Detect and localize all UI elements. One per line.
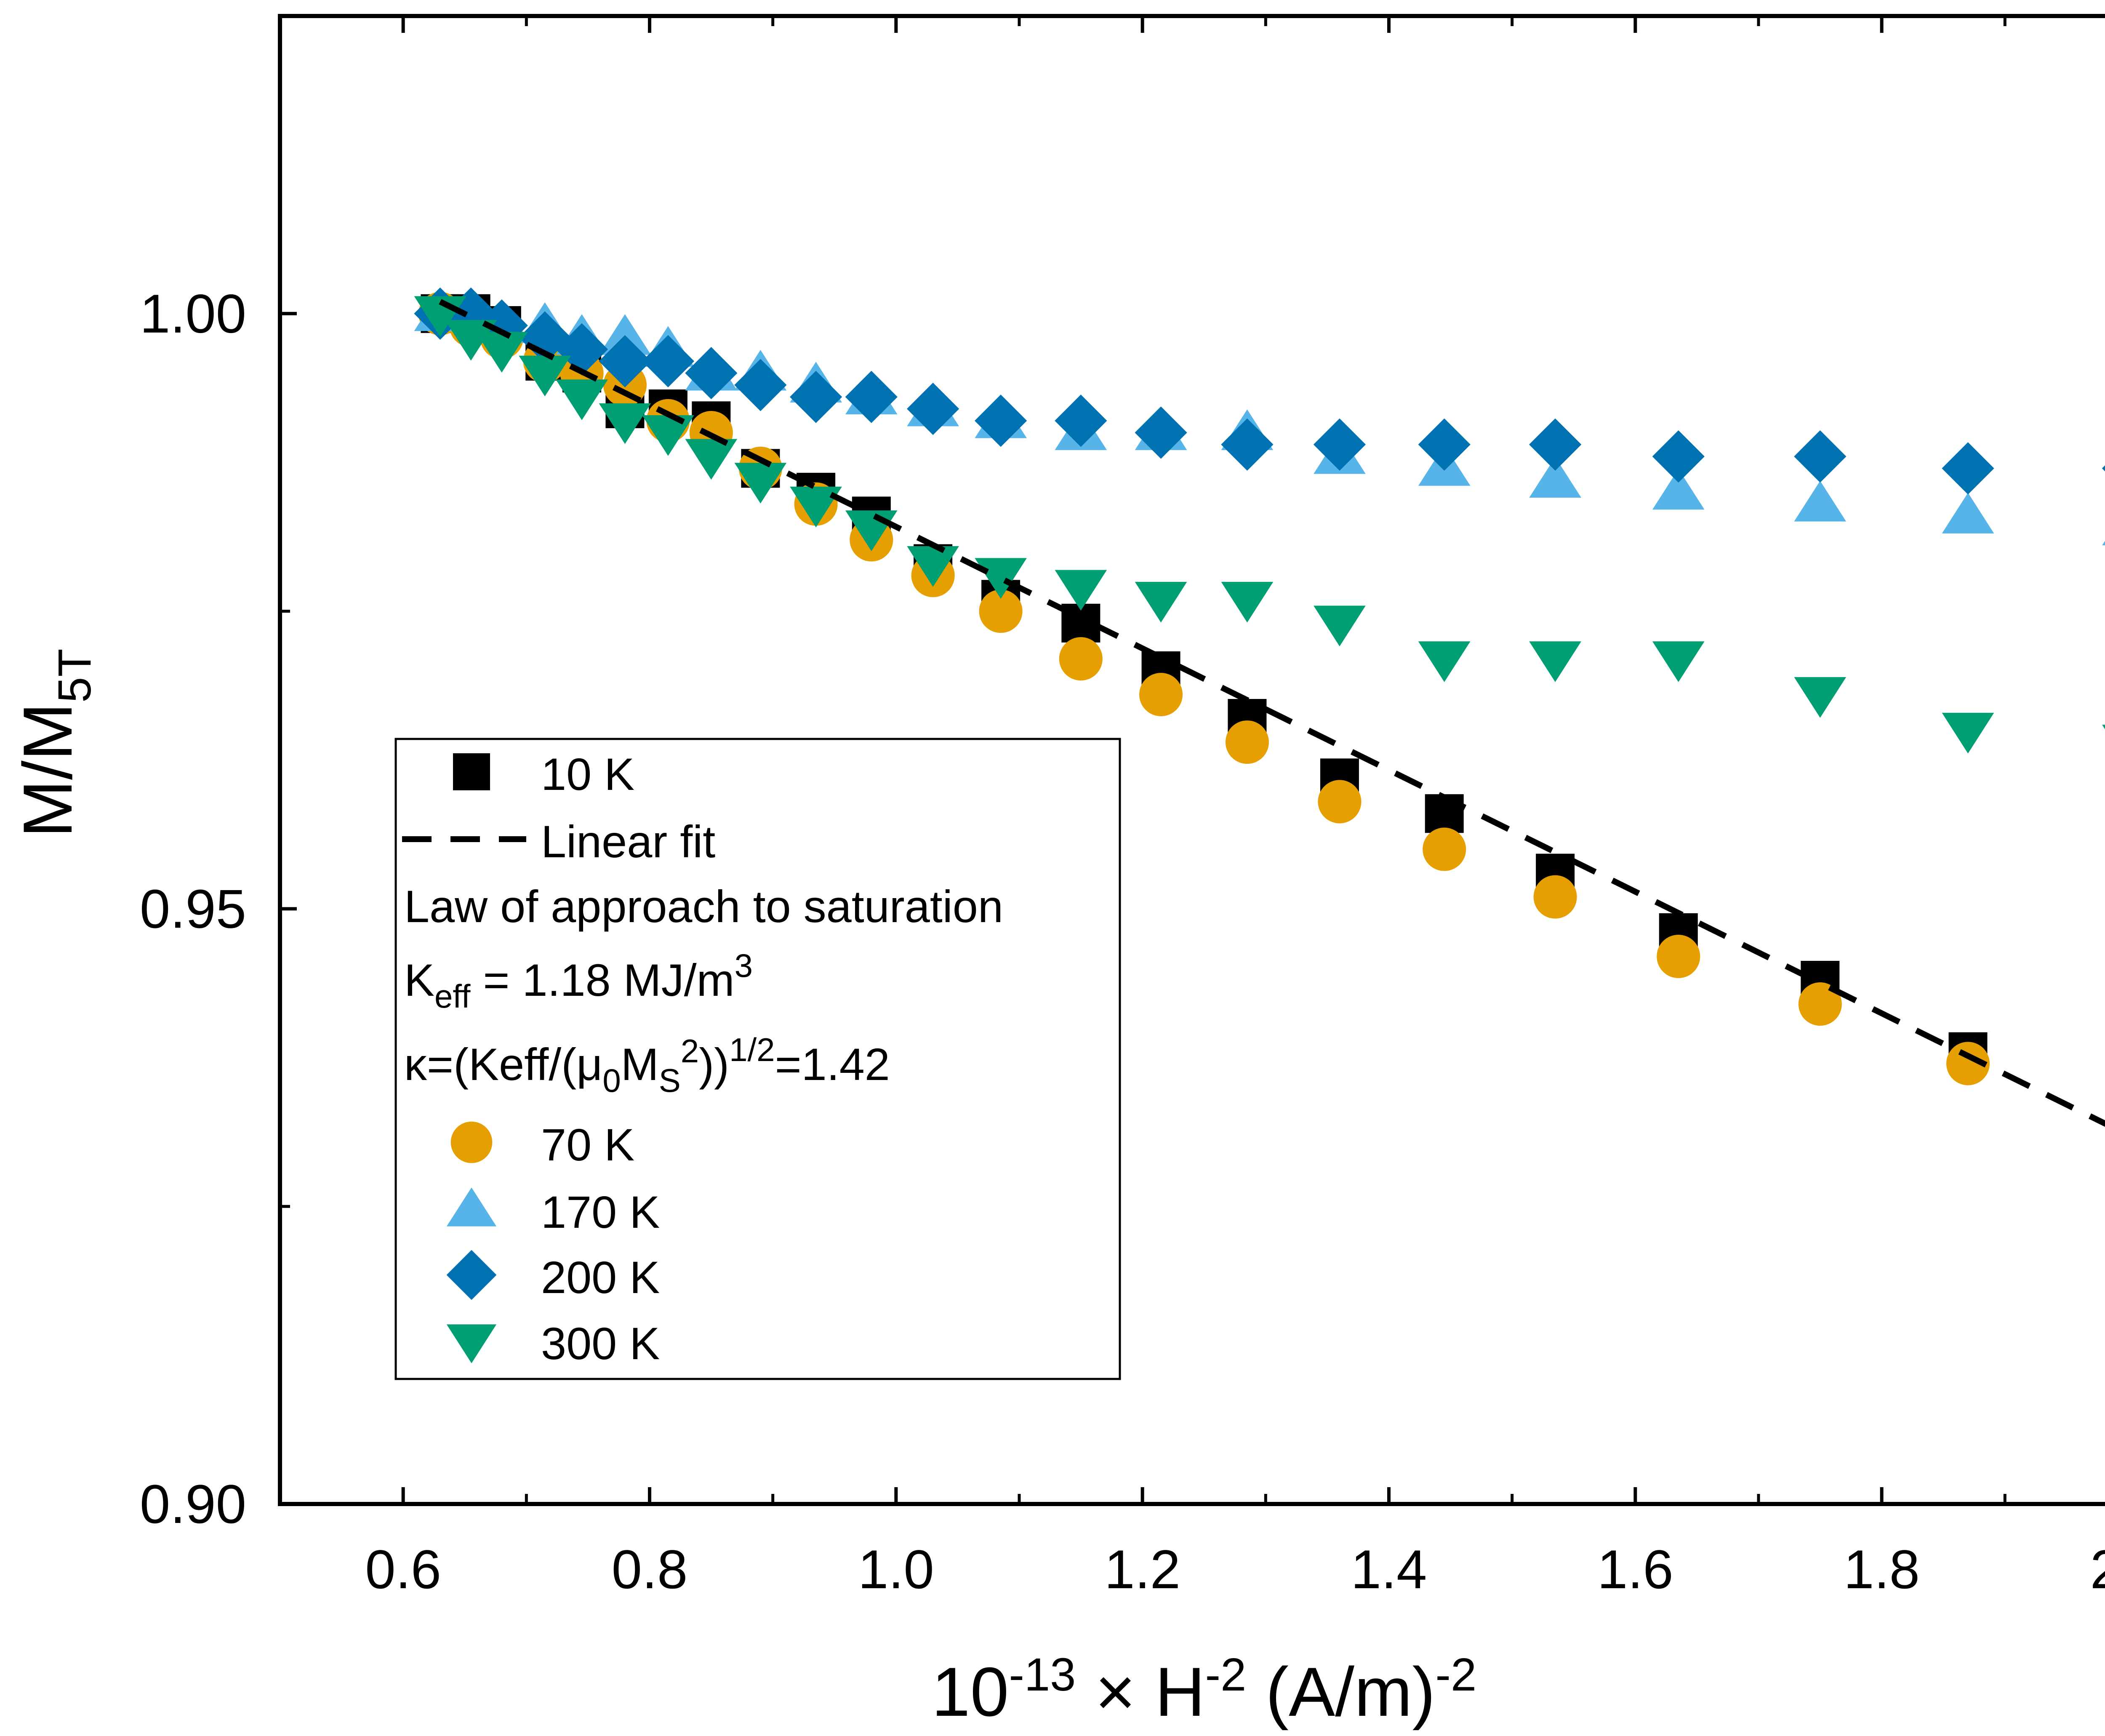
plot-frame (278, 14, 2105, 1506)
data-point-300k (519, 355, 571, 397)
data-point-200k (599, 335, 651, 387)
data-point-70k (1657, 934, 1700, 979)
legend-note-approach: Law of approach to saturation (404, 881, 1003, 932)
data-point-70k (1798, 982, 1842, 1026)
data-point-200k (642, 335, 694, 387)
data-point-300k (734, 463, 787, 504)
legend-symbol-200k (446, 1250, 497, 1300)
data-point-70k (1423, 827, 1466, 871)
data-point-300k (1055, 570, 1107, 611)
data-point-300k (1529, 641, 1581, 682)
legend-label-10-k: 10 K (541, 749, 634, 800)
legend-symbol-10k (453, 753, 490, 790)
data-point-200k (845, 371, 898, 423)
data-point-300k (1942, 712, 1994, 754)
data-point-300k (1135, 581, 1187, 623)
x-tick-label: 0.6 (365, 1539, 441, 1600)
legend-label-linear-fit: Linear fit (541, 816, 715, 867)
x-axis-title: 10-13 × H-2 (A/m)-2 (932, 1649, 1476, 1731)
legend: 10 K Linear fit 70 K 170 K 200 K 300 K Law of… (394, 738, 1121, 1380)
data-point-200k (907, 382, 959, 435)
data-point-70k (1533, 875, 1577, 919)
x-tick-label: 1.2 (1104, 1539, 1180, 1600)
data-point-200k (1794, 430, 1847, 483)
x-tick-label: 0.8 (612, 1539, 688, 1600)
data-point-200k (1418, 418, 1471, 471)
data-point-200k (1221, 418, 1274, 471)
data-markers (414, 287, 2105, 1085)
legend-note-kappa: κ=(Keff/(μ0MS2))1/2=1.42 (404, 1031, 890, 1099)
legend-label-200-k: 200 K (541, 1252, 660, 1303)
y-tick-label: 1.00 (140, 283, 246, 344)
data-point-70k (1225, 720, 1269, 764)
x-tick-label: 1.8 (1844, 1539, 1920, 1600)
data-point-300k (1652, 641, 1705, 682)
data-point-200k (685, 347, 738, 400)
y-tick-label: 0.95 (140, 878, 246, 939)
data-point-300k (599, 403, 651, 444)
data-point-170k (1942, 493, 1994, 533)
data-point-200k (2102, 465, 2105, 472)
x-tick-label: 1.0 (858, 1539, 934, 1600)
tick-labels: 0.6 0.8 1.0 1.2 1.4 1.6 1.8 2.0 0.90 0.95 1.00 (140, 283, 2105, 1600)
y-axis-title: M/M5T (9, 648, 101, 837)
legend-label-170-k: 170 K (541, 1187, 660, 1237)
data-point-200k (1529, 418, 1582, 471)
data-point-170k (1529, 457, 1581, 498)
data-point-200k (1135, 406, 1187, 459)
data-point-300k (1221, 581, 1274, 623)
y-tick-label: 0.90 (140, 1473, 246, 1535)
data-point-300k (907, 546, 959, 587)
data-point-300k (642, 415, 694, 456)
legend-symbol-70k (450, 1121, 493, 1163)
data-point-200k (1313, 418, 1366, 471)
x-tick-label: 1.4 (1351, 1539, 1427, 1600)
legend-note-keff: Keff = 1.18 MJ/m3 (404, 947, 753, 1015)
x-tick-label: 2.0 (2090, 1539, 2105, 1600)
data-point-300k (475, 332, 528, 373)
data-point-70k (1318, 780, 1362, 824)
legend-label-70-k: 70 K (541, 1119, 634, 1170)
data-point-170k (1652, 469, 1705, 510)
x-tick-label: 1.6 (1597, 1539, 1673, 1600)
data-point-200k (1942, 442, 1994, 495)
data-point-300k (685, 439, 738, 480)
data-point-200k (790, 371, 842, 423)
data-point-300k (556, 379, 608, 420)
data-point-70k (1139, 672, 1183, 717)
data-point-200k (1055, 395, 1107, 447)
data-point-170k (1794, 480, 1847, 522)
data-point-300k (1794, 677, 1847, 718)
data-point-200k (734, 359, 787, 411)
data-point-300k (790, 486, 842, 528)
data-point-170k (599, 314, 651, 355)
data-point-300k (1314, 605, 1366, 647)
fit-line-layer (439, 299, 2105, 1127)
data-point-200k (975, 395, 1027, 447)
data-point-200k (555, 323, 608, 376)
data-point-70k (979, 589, 1023, 633)
legend-box (394, 738, 1121, 1380)
data-point-170k (2102, 541, 2105, 546)
data-point-70k (1946, 1042, 1990, 1085)
data-point-300k (2102, 725, 2105, 729)
legend-symbol-300k (446, 1324, 497, 1363)
legend-symbol-170k (446, 1187, 497, 1227)
legend-label-300-k: 300 K (541, 1318, 660, 1369)
data-point-200k (1652, 430, 1705, 483)
linear-fit-line (439, 299, 2105, 1127)
data-point-300k (1418, 641, 1471, 682)
data-point-300k (975, 558, 1027, 599)
data-point-300k (445, 320, 497, 361)
data-point-200k (445, 287, 497, 340)
data-point-70k (1059, 637, 1103, 681)
